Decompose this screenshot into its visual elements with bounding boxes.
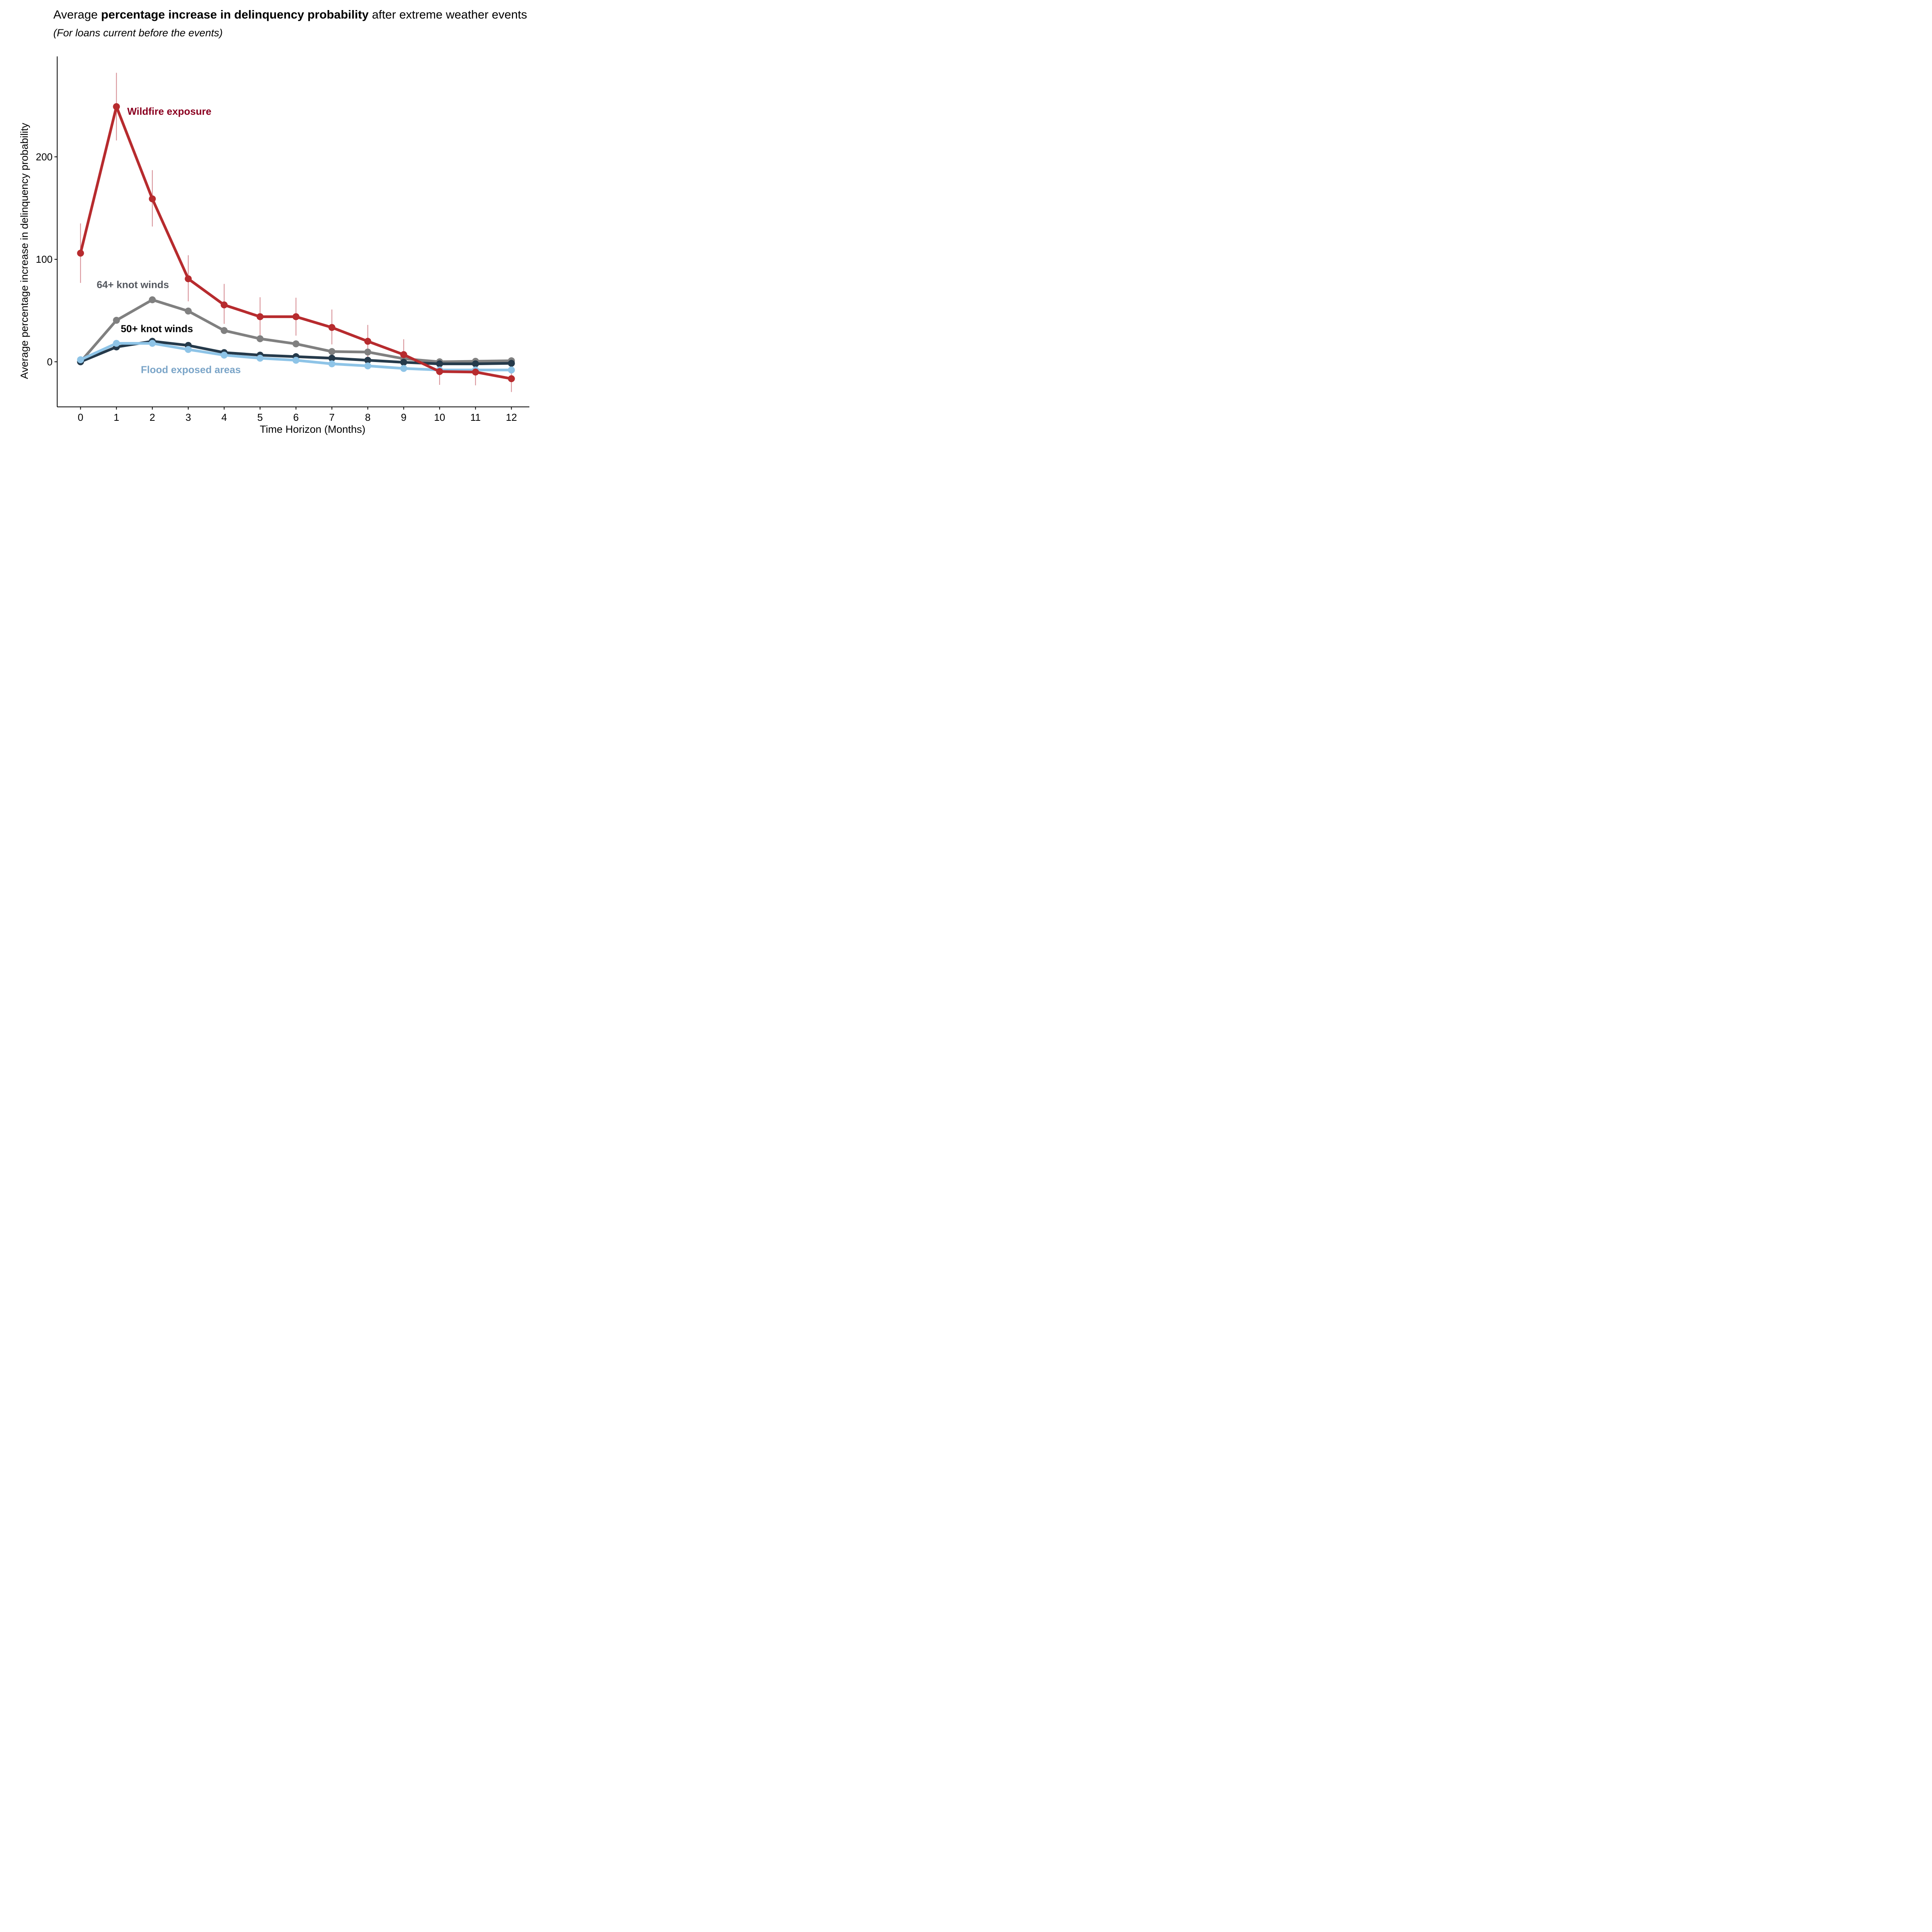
x-tick-label: 5 — [257, 412, 263, 423]
data-point — [364, 338, 371, 345]
series-label: Flood exposed areas — [141, 364, 241, 375]
data-point — [221, 352, 228, 359]
series-line — [79, 105, 512, 380]
x-tick-label: 9 — [401, 412, 406, 423]
data-point — [472, 360, 479, 367]
series-lines — [77, 103, 515, 383]
chart-title-prefix: Average — [53, 8, 101, 21]
data-point — [364, 362, 371, 369]
chart-title: Average percentage increase in delinquen… — [53, 8, 527, 22]
data-point — [328, 355, 335, 362]
data-point — [185, 275, 192, 282]
data-point — [400, 365, 407, 372]
data-point — [292, 340, 299, 347]
data-point — [436, 368, 443, 375]
data-point — [185, 346, 192, 353]
data-point — [221, 327, 228, 334]
data-point — [149, 340, 156, 347]
x-tick-label: 2 — [150, 412, 155, 423]
series-label: 64+ knot winds — [97, 279, 169, 290]
data-point — [508, 375, 515, 383]
series-label: 50+ knot winds — [121, 323, 193, 334]
x-tick-label: 1 — [114, 412, 119, 423]
data-point — [292, 313, 299, 320]
series-labels: Wildfire exposure 64+ knot winds 50+ knot … — [97, 105, 241, 375]
y-tick-label: 100 — [36, 253, 53, 265]
x-axis-title: Time Horizon (Months) — [260, 423, 366, 435]
x-tick-label: 6 — [293, 412, 299, 423]
data-point — [257, 313, 264, 320]
data-point — [364, 349, 371, 356]
data-point — [328, 348, 335, 355]
chart-title-bold: percentage increase in delinquency proba… — [101, 8, 369, 21]
data-point — [508, 366, 515, 374]
x-tick-label: 4 — [221, 412, 227, 423]
data-point — [400, 351, 407, 358]
data-point — [328, 360, 335, 367]
data-point — [292, 357, 299, 364]
data-point — [113, 316, 120, 324]
data-point — [400, 359, 407, 366]
data-point — [472, 368, 479, 376]
chart-subtitle: (For loans current before the events) — [53, 27, 223, 39]
data-point — [113, 103, 120, 110]
data-point — [328, 324, 335, 331]
data-point — [257, 335, 264, 342]
x-tick-label: 8 — [365, 412, 371, 423]
x-tick-label: 3 — [185, 412, 191, 423]
x-tick-label: 10 — [434, 412, 445, 423]
x-tick-label: 12 — [506, 412, 517, 423]
y-axis-title: Average percentage increase in delinquen… — [19, 123, 30, 379]
data-point — [149, 296, 156, 303]
data-point — [149, 195, 156, 202]
data-point — [77, 250, 84, 257]
series-label: Wildfire exposure — [127, 105, 211, 117]
y-tick-label: 0 — [47, 356, 53, 367]
data-point — [185, 308, 192, 315]
data-point — [257, 355, 264, 362]
series-wildfire-exposure — [77, 103, 515, 383]
x-tick-label: 11 — [470, 412, 481, 423]
data-point — [221, 301, 228, 309]
data-point — [113, 340, 120, 347]
chart-title-suffix: after extreme weather events — [369, 8, 527, 21]
y-tick-label: 200 — [36, 151, 53, 163]
x-tick-label: 7 — [329, 412, 335, 423]
data-point — [364, 357, 371, 364]
x-tick-label: 0 — [78, 412, 83, 423]
data-point — [77, 356, 84, 364]
data-point — [436, 360, 443, 367]
data-point — [508, 360, 515, 367]
